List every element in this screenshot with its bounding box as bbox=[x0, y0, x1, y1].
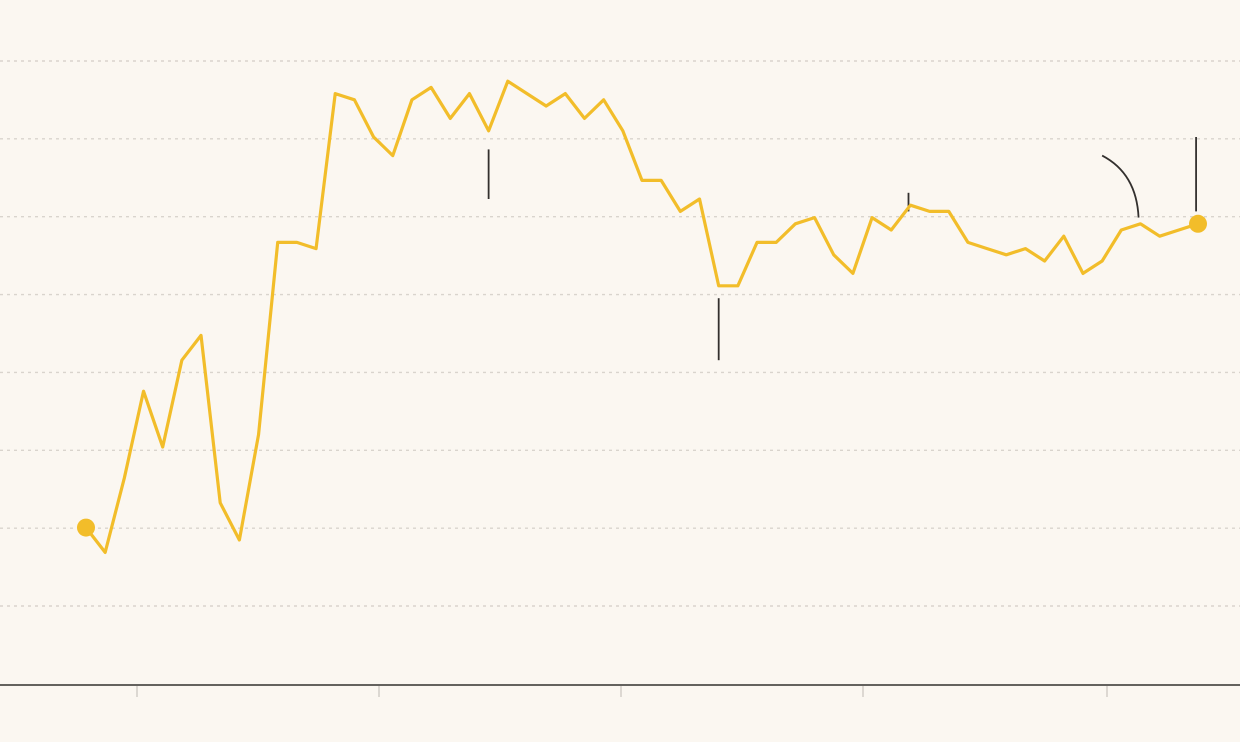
series-line bbox=[84, 79, 1200, 555]
end-point-marker bbox=[1189, 214, 1207, 233]
start-point-marker bbox=[77, 518, 95, 537]
annotation-curve bbox=[1101, 154, 1140, 218]
